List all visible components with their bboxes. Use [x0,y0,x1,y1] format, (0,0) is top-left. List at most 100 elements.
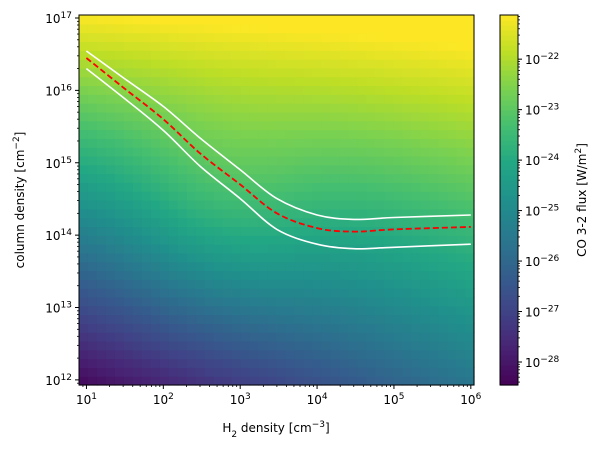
heatmap-cell [321,279,331,289]
heatmap-cell [411,41,421,51]
heatmap-cell [465,67,475,78]
heatmap-cell [456,252,466,263]
heatmap-cell [159,182,170,192]
heatmap-cell [285,147,296,157]
heatmap-cell [204,103,215,113]
heatmap-cell [348,376,358,386]
heatmap-cell [411,111,421,122]
heatmap-cell [87,76,98,87]
heatmap-cell [231,226,242,236]
heatmap-cell [294,200,305,210]
heatmap-cell [132,208,143,219]
heatmap-cell [348,252,358,263]
heatmap-cell [222,349,233,360]
heatmap-cell [375,261,385,272]
heatmap-cell [258,50,269,60]
heatmap-cell [87,164,98,175]
heatmap-cell [456,59,466,69]
heatmap-cell [384,85,394,95]
heatmap-cell [357,332,367,342]
heatmap-cell [321,270,331,280]
heatmap-cell [339,182,349,192]
heatmap-cell [312,332,322,342]
heatmap-cell [312,59,322,69]
heatmap-cell [465,235,475,245]
heatmap-cell [312,111,322,122]
heatmap-cell [79,279,89,289]
colorbar-segment [500,110,518,116]
heatmap-cell [105,270,116,280]
heatmap-cell [411,103,421,113]
heatmap-cell [132,76,143,87]
heatmap-cell [375,217,385,228]
heatmap-cell [339,173,349,183]
heatmap-cell [177,94,188,104]
heatmap-cell [276,358,287,368]
heatmap-cell [402,50,412,60]
heatmap-cell [186,367,197,377]
heatmap-cell [312,191,322,201]
heatmap-cell [114,15,125,25]
heatmap-cell [366,164,376,175]
heatmap-cell [339,129,349,139]
heatmap-cell [366,155,376,166]
heatmap-cell [141,226,152,236]
heatmap-cell [366,50,376,60]
heatmap-cell [402,15,412,25]
heatmap-cell [348,235,358,245]
heatmap-cell [456,314,466,324]
heatmap-cell [123,340,134,351]
heatmap-cell [294,349,305,360]
heatmap-cell [312,182,322,192]
heatmap-cell [384,103,394,113]
heatmap-cell [384,23,394,34]
heatmap-cell [465,349,475,360]
colorbar-segment [500,315,518,321]
heatmap-cell [87,244,98,254]
heatmap-cell [258,94,269,104]
heatmap-cell [465,323,475,333]
heatmap-cell [438,94,448,104]
heatmap-cell [258,120,269,131]
heatmap-cell [186,332,197,342]
heatmap-cell [303,296,314,307]
heatmap-cell [321,111,331,122]
heatmap-cell [447,279,457,289]
colorbar-segment [500,290,518,296]
colorbar-tick-label: 10−25 [525,204,559,219]
heatmap-cell [357,138,367,148]
heatmap-cell [303,111,314,122]
colorbar-segment [500,220,518,226]
heatmap-cell [195,217,206,228]
heatmap-cell [177,235,188,245]
heatmap-cell [366,200,376,210]
heatmap-cell [222,252,233,263]
heatmap-cell [384,376,394,386]
heatmap-cell [456,217,466,228]
heatmap-cell [303,41,314,51]
heatmap-cell [177,59,188,69]
heatmap-cell [348,76,358,87]
heatmap-cell [438,111,448,122]
heatmap-cell [204,208,215,219]
heatmap-cell [114,147,125,157]
heatmap-cell [321,288,331,298]
heatmap-cell [177,252,188,263]
colorbar-segment [500,355,518,361]
heatmap-cell [249,103,260,113]
heatmap-cell [123,261,134,272]
heatmap-cell [366,76,376,87]
heatmap-cell [105,164,116,175]
heatmap-cell [213,200,224,210]
heatmap-cell [114,32,125,43]
heatmap-cell [123,94,134,104]
heatmap-cell [195,305,206,316]
heatmap-cell [420,155,430,166]
heatmap-cell [96,340,107,351]
heatmap-cell [213,103,224,113]
heatmap-cell [330,349,340,360]
heatmap-cell [79,376,89,386]
heatmap-cell [186,340,197,351]
heatmap-cell [411,129,421,139]
heatmap-cell [312,200,322,210]
